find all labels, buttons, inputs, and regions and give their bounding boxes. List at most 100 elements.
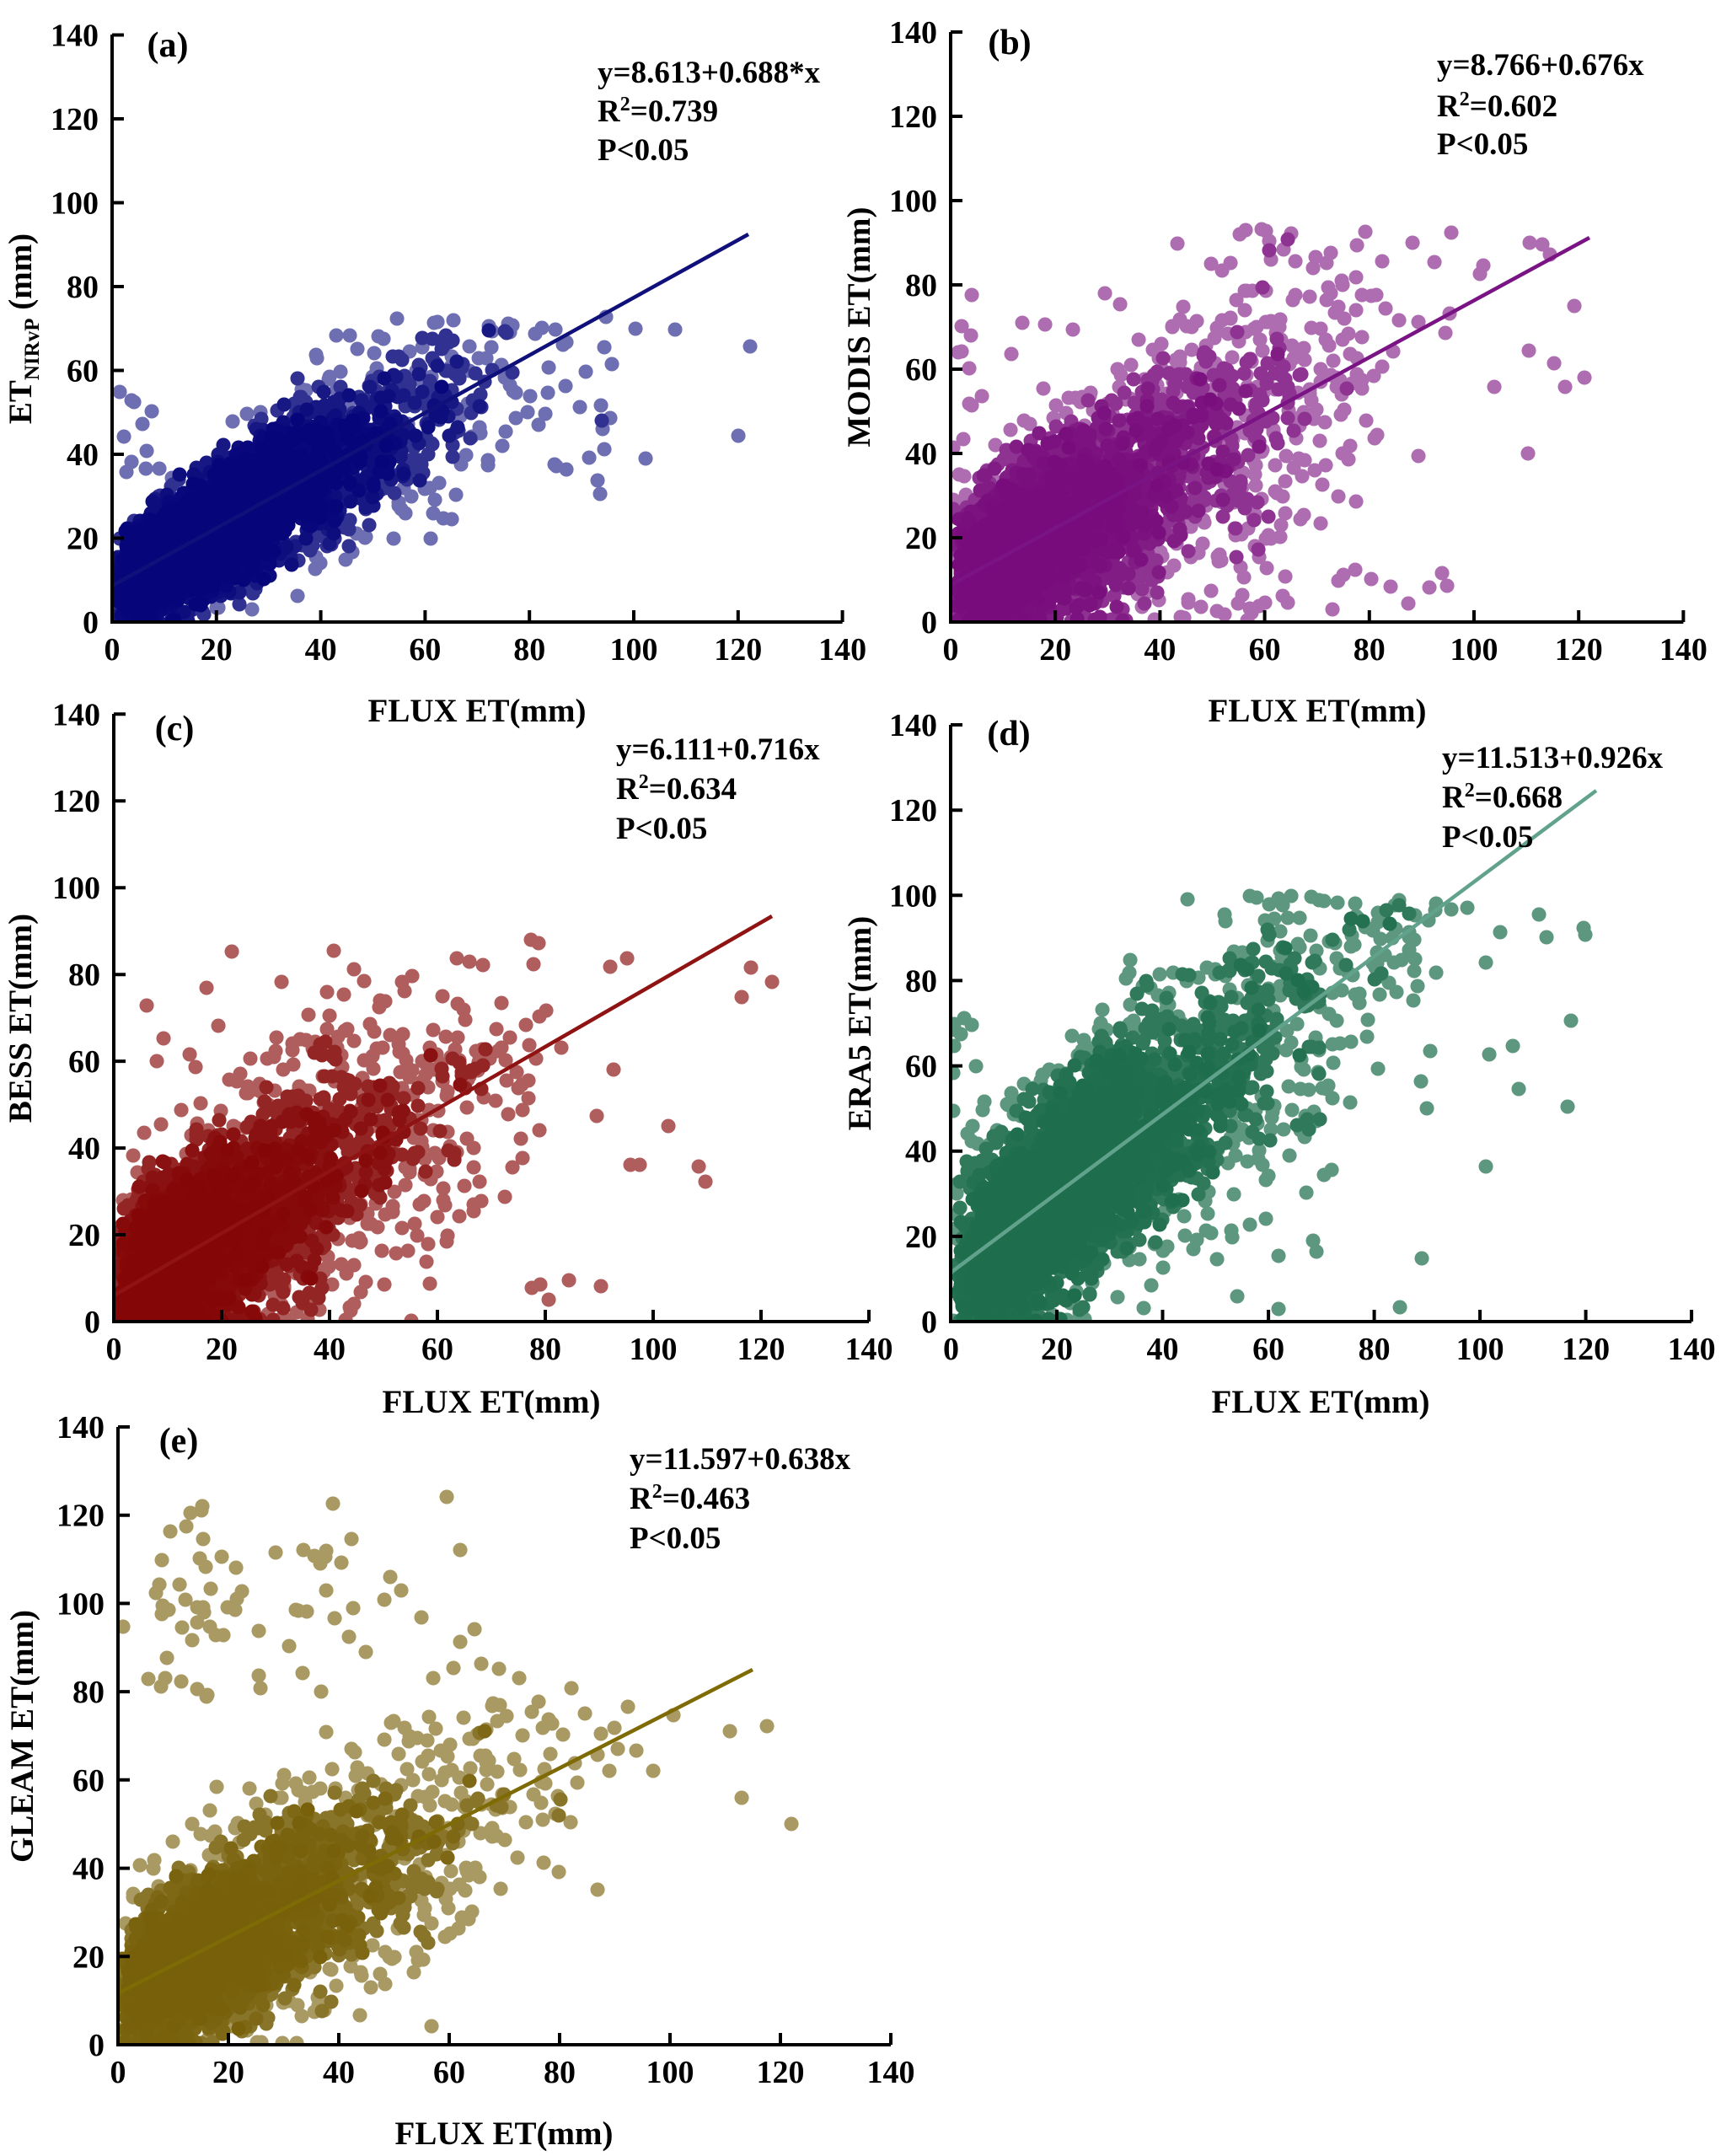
svg-text:60: 60 — [1249, 632, 1281, 668]
svg-text:(a): (a) — [147, 26, 189, 65]
svg-text:60: 60 — [433, 2055, 465, 2090]
svg-text:MODIS ET(mm): MODIS ET(mm) — [841, 207, 877, 448]
svg-text:140: 140 — [889, 708, 937, 743]
svg-text:100: 100 — [1456, 1332, 1504, 1367]
svg-text:40: 40 — [323, 2055, 355, 2090]
svg-text:20: 20 — [68, 1218, 100, 1253]
svg-text:40: 40 — [314, 1332, 346, 1367]
svg-text:100: 100 — [889, 184, 937, 219]
svg-text:60: 60 — [905, 1049, 937, 1085]
svg-text:P<0.05: P<0.05 — [1442, 820, 1533, 855]
svg-text:ETNIRvP (mm): ETNIRvP (mm) — [3, 233, 44, 424]
svg-text:120: 120 — [56, 1499, 105, 1534]
svg-text:20: 20 — [905, 1220, 937, 1255]
svg-text:(e): (e) — [159, 1422, 199, 1461]
svg-text:120: 120 — [51, 102, 99, 137]
svg-text:P<0.05: P<0.05 — [630, 1521, 721, 1556]
svg-text:R2=0.668: R2=0.668 — [1442, 780, 1563, 815]
svg-text:P<0.05: P<0.05 — [598, 133, 689, 168]
svg-text:FLUX ET(mm): FLUX ET(mm) — [368, 693, 587, 729]
svg-text:BESS ET(mm): BESS ET(mm) — [3, 914, 39, 1123]
svg-text:40: 40 — [905, 1134, 937, 1170]
svg-text:140: 140 — [818, 632, 866, 668]
svg-text:40: 40 — [1147, 1332, 1179, 1367]
svg-text:0: 0 — [943, 1332, 959, 1367]
svg-text:140: 140 — [51, 19, 99, 54]
svg-text:R2=0.602: R2=0.602 — [1437, 88, 1557, 124]
svg-text:100: 100 — [1450, 632, 1498, 668]
svg-text:FLUX ET(mm): FLUX ET(mm) — [1209, 693, 1427, 729]
svg-text:20: 20 — [1039, 632, 1071, 668]
svg-text:FLUX ET(mm): FLUX ET(mm) — [1212, 1384, 1430, 1420]
svg-text:80: 80 — [1359, 1332, 1391, 1367]
svg-text:20: 20 — [72, 1939, 105, 1975]
svg-text:40: 40 — [905, 437, 937, 472]
svg-text:0: 0 — [88, 2028, 105, 2063]
svg-text:80: 80 — [1353, 632, 1386, 668]
svg-text:0: 0 — [105, 632, 121, 668]
svg-text:40: 40 — [67, 437, 99, 473]
svg-text:20: 20 — [206, 1332, 238, 1367]
svg-text:60: 60 — [1252, 1332, 1284, 1367]
svg-text:R2=0.634: R2=0.634 — [616, 771, 737, 807]
svg-text:80: 80 — [68, 957, 100, 993]
svg-text:120: 120 — [889, 99, 937, 135]
svg-text:100: 100 — [630, 1332, 678, 1367]
svg-text:40: 40 — [68, 1131, 100, 1166]
svg-text:20: 20 — [212, 2055, 244, 2090]
svg-text:ERA5 ET(mm): ERA5 ET(mm) — [842, 916, 878, 1131]
svg-text:(b): (b) — [988, 24, 1031, 62]
svg-text:100: 100 — [52, 871, 100, 906]
svg-text:140: 140 — [1668, 1332, 1716, 1367]
svg-text:140: 140 — [889, 15, 937, 51]
svg-text:(d): (d) — [987, 715, 1030, 754]
svg-text:80: 80 — [67, 270, 99, 305]
svg-text:60: 60 — [421, 1332, 453, 1367]
svg-text:y=11.597+0.638x: y=11.597+0.638x — [630, 1442, 851, 1477]
svg-text:y=8.613+0.688*x: y=8.613+0.688*x — [598, 56, 821, 90]
svg-text:140: 140 — [52, 697, 100, 732]
svg-text:140: 140 — [1659, 632, 1707, 668]
svg-text:FLUX ET(mm): FLUX ET(mm) — [383, 1384, 601, 1420]
svg-text:120: 120 — [757, 2055, 805, 2090]
svg-text:0: 0 — [84, 1305, 100, 1340]
svg-text:20: 20 — [905, 521, 937, 556]
svg-text:80: 80 — [529, 1332, 561, 1367]
svg-text:140: 140 — [867, 2055, 915, 2090]
svg-text:R2=0.463: R2=0.463 — [630, 1481, 750, 1516]
svg-text:80: 80 — [905, 268, 937, 303]
svg-text:140: 140 — [56, 1410, 105, 1445]
svg-text:100: 100 — [610, 632, 658, 668]
svg-text:100: 100 — [889, 878, 937, 914]
svg-text:100: 100 — [51, 186, 99, 222]
svg-text:100: 100 — [646, 2055, 694, 2090]
svg-text:20: 20 — [67, 522, 99, 557]
svg-text:60: 60 — [905, 352, 937, 388]
svg-text:0: 0 — [83, 605, 99, 641]
svg-text:80: 80 — [513, 632, 545, 668]
svg-text:0: 0 — [943, 632, 959, 668]
svg-text:y=6.111+0.716x: y=6.111+0.716x — [616, 732, 820, 767]
svg-text:0: 0 — [106, 1332, 122, 1367]
svg-text:120: 120 — [1562, 1332, 1610, 1367]
svg-text:120: 120 — [889, 793, 937, 829]
svg-text:0: 0 — [110, 2055, 126, 2090]
svg-text:60: 60 — [72, 1763, 105, 1799]
svg-text:80: 80 — [544, 2055, 576, 2090]
svg-text:140: 140 — [845, 1332, 893, 1367]
svg-text:0: 0 — [921, 1305, 937, 1340]
svg-text:40: 40 — [305, 632, 337, 668]
svg-text:20: 20 — [1041, 1332, 1073, 1367]
svg-text:20: 20 — [201, 632, 233, 668]
svg-text:120: 120 — [1555, 632, 1603, 668]
svg-text:0: 0 — [921, 605, 937, 641]
svg-text:(c): (c) — [155, 710, 195, 748]
svg-text:y=8.766+0.676x: y=8.766+0.676x — [1437, 48, 1644, 83]
svg-text:40: 40 — [1144, 632, 1176, 668]
svg-text:y=11.513+0.926x: y=11.513+0.926x — [1442, 741, 1664, 775]
svg-text:80: 80 — [72, 1675, 105, 1710]
svg-text:60: 60 — [409, 632, 441, 668]
svg-text:60: 60 — [67, 354, 99, 389]
svg-text:P<0.05: P<0.05 — [616, 812, 707, 846]
svg-text:GLEAM ET(mm): GLEAM ET(mm) — [4, 1610, 40, 1863]
